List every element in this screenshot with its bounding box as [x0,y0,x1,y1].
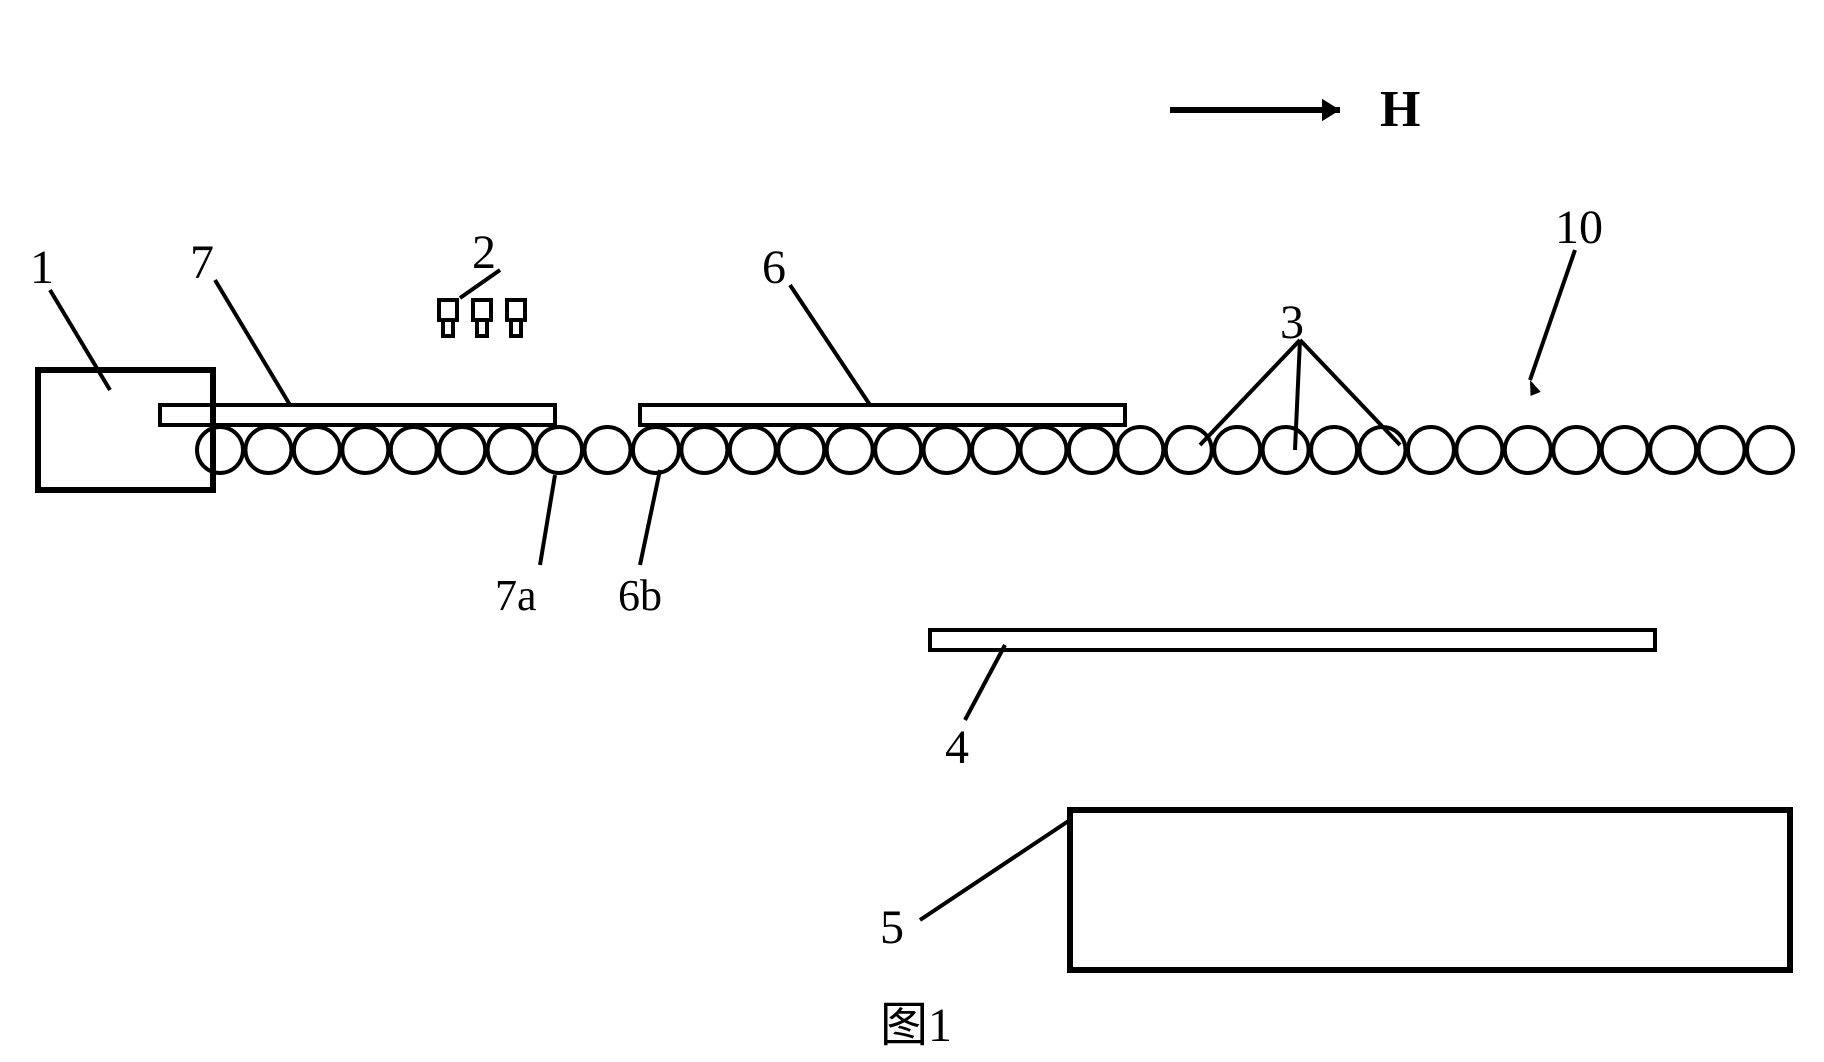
roller [391,427,437,473]
label-n1: 1 [30,240,54,295]
label-n2: 2 [472,225,496,280]
roller [1408,427,1454,473]
roller [1069,427,1115,473]
leader-7 [215,280,290,405]
roller [1602,427,1648,473]
label-H: H [1380,80,1420,139]
roller [245,427,291,473]
plate-7 [160,405,555,425]
roller [197,427,243,473]
roller [778,427,824,473]
label-n7a: 7a [495,570,537,621]
plate-4 [930,630,1655,650]
plate-6 [640,405,1125,425]
nozzle-head [439,300,457,320]
roller [1166,427,1212,473]
nozzle-stem [477,320,487,336]
roller [633,427,679,473]
roller [1553,427,1599,473]
arrowhead [1322,99,1340,122]
roller [1650,427,1696,473]
roller [1020,427,1066,473]
nozzle-stem [443,320,453,336]
roller [1505,427,1551,473]
leader-6 [790,285,870,405]
roller [1263,427,1309,473]
leader-7a [540,475,555,565]
nozzle-stem [511,320,521,336]
roller [1117,427,1163,473]
label-n10: 10 [1555,200,1603,255]
label-n4: 4 [945,720,969,775]
roller [488,427,534,473]
leader-1 [50,290,110,390]
roller [294,427,340,473]
roller [972,427,1018,473]
arrowhead-10 [1530,380,1541,396]
leader-3c [1300,340,1400,445]
roller [1747,427,1793,473]
roller [1456,427,1502,473]
label-n7: 7 [190,235,214,290]
label-n5: 5 [880,900,904,955]
roller [875,427,921,473]
roller [1360,427,1406,473]
roller [730,427,776,473]
box-1 [38,370,213,490]
roller [536,427,582,473]
roller [342,427,388,473]
label-n6: 6 [762,240,786,295]
technical-diagram [0,0,1824,1062]
roller [1214,427,1260,473]
label-n3: 3 [1280,295,1304,350]
label-n6b: 6b [618,570,662,621]
roller [1311,427,1357,473]
roller [681,427,727,473]
leader-4 [965,645,1005,720]
roller [585,427,631,473]
roller [924,427,970,473]
nozzle-head [507,300,525,320]
box-5 [1070,810,1790,970]
leader-6b [640,470,660,565]
nozzle-head [473,300,491,320]
label-caption: 图1 [880,985,952,1055]
roller [827,427,873,473]
leader-5 [920,820,1070,920]
leader-10 [1530,250,1575,380]
roller [439,427,485,473]
roller [1699,427,1745,473]
